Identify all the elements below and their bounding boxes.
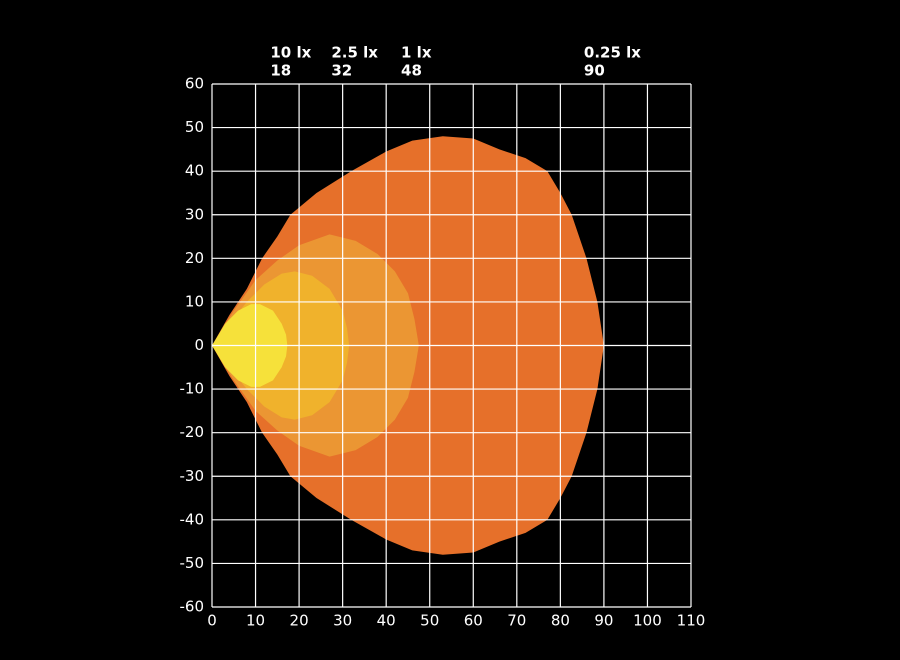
y-tick-label: -50 <box>180 554 205 572</box>
x-tick-label: 70 <box>507 612 526 630</box>
x-tick-label: 30 <box>333 612 352 630</box>
isolux-distance: 18 <box>270 62 291 80</box>
isolux-distance: 48 <box>401 62 422 80</box>
x-tick-label: 40 <box>377 612 396 630</box>
x-tick-label: 50 <box>420 612 439 630</box>
x-tick-label: 60 <box>464 612 483 630</box>
y-tick-label: -20 <box>180 423 205 441</box>
isolux-label: 1 lx <box>401 44 432 62</box>
isolux-label: 0.25 lx <box>584 44 641 62</box>
y-tick-label: -30 <box>180 467 205 485</box>
y-tick-label: 30 <box>185 205 204 223</box>
x-tick-label: 10 <box>246 612 265 630</box>
y-tick-label: -60 <box>180 598 205 616</box>
y-tick-label: 0 <box>194 336 204 354</box>
x-tick-label: 80 <box>551 612 570 630</box>
x-tick-label: 90 <box>594 612 613 630</box>
isolux-label: 10 lx <box>270 44 311 62</box>
y-tick-label: 40 <box>185 162 204 180</box>
x-tick-label: 20 <box>290 612 309 630</box>
isolux-distance: 90 <box>584 62 605 80</box>
x-tick-label: 100 <box>633 612 662 630</box>
isolux-label: 2.5 lx <box>331 44 378 62</box>
y-tick-label: 50 <box>185 118 204 136</box>
isolux-distance: 32 <box>331 62 352 80</box>
y-tick-label: -40 <box>180 510 205 528</box>
y-tick-label: 60 <box>185 75 204 93</box>
y-tick-label: -10 <box>180 380 205 398</box>
y-tick-label: 10 <box>185 292 204 310</box>
x-tick-label: 110 <box>677 612 706 630</box>
x-tick-label: 0 <box>207 612 217 630</box>
y-tick-label: 20 <box>185 249 204 267</box>
